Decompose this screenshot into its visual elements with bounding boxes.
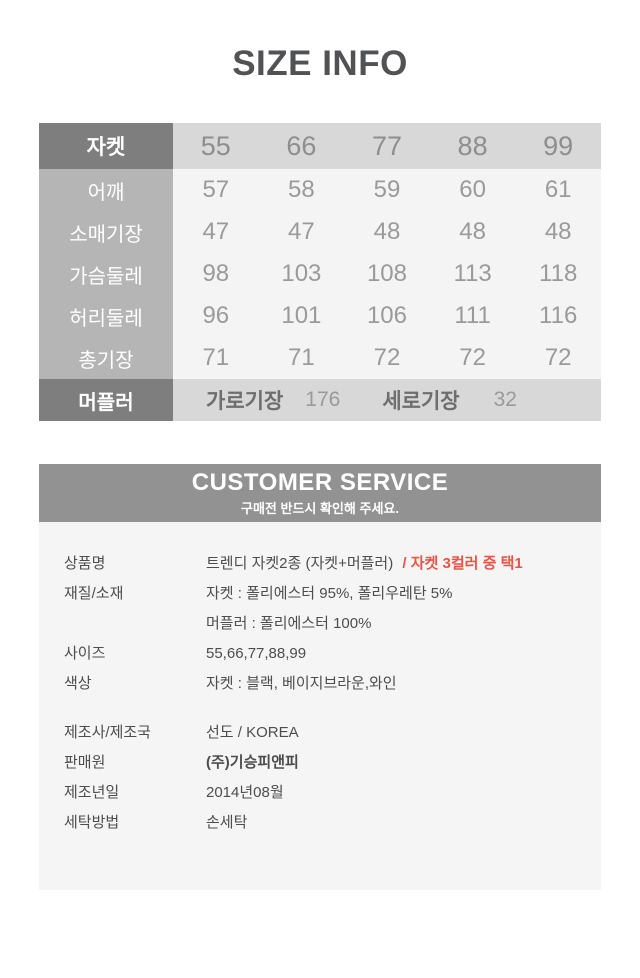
cell: 106 bbox=[366, 302, 407, 329]
cell: 103 bbox=[281, 260, 322, 287]
size-table-header-columns: 55 66 77 88 99 bbox=[173, 123, 601, 169]
row-values: 57 58 59 60 61 bbox=[173, 169, 601, 211]
field-label: 제조년일 bbox=[64, 784, 120, 801]
cell: 47 bbox=[288, 218, 315, 245]
cell: 116 bbox=[539, 302, 578, 329]
material-line-jacket: 자켓 : 폴리에스터 95%, 폴리우레탄 5% bbox=[206, 585, 453, 602]
row-values: 96 101 106 111 116 bbox=[173, 295, 601, 337]
field-washing: 세탁방법 손세탁 bbox=[64, 814, 581, 831]
field-value: 2014년08월 bbox=[206, 784, 284, 801]
muffler-width-name: 가로기장 bbox=[206, 390, 284, 413]
cell: 118 bbox=[539, 260, 578, 287]
size-column-66: 66 bbox=[286, 130, 317, 161]
cell: 61 bbox=[544, 176, 572, 203]
field-value: 트렌디 자켓2종 (자켓+머플러) / 자켓 3컬러 중 택1 bbox=[206, 555, 581, 572]
cell: 108 bbox=[366, 260, 407, 287]
row-label: 총기장 bbox=[39, 337, 173, 379]
field-value: 선도 / KOREA bbox=[206, 724, 299, 741]
customer-service-section: CUSTOMER SERVICE 구매전 반드시 확인해 주세요. 상품명 트렌… bbox=[39, 464, 601, 890]
cell: 47 bbox=[202, 218, 230, 245]
field-label: 색상 bbox=[64, 675, 92, 692]
table-row-chest: 가슴둘레 98 103 108 113 118 bbox=[39, 253, 601, 295]
cell: 58 bbox=[288, 176, 315, 203]
field-product-name: 상품명 트렌디 자켓2종 (자켓+머플러) / 자켓 3컬러 중 택1 bbox=[64, 555, 581, 572]
product-name-text: 트렌디 자켓2종 (자켓+머플러) bbox=[206, 555, 394, 572]
field-value: 55,66,77,88,99 bbox=[206, 645, 307, 662]
cell: 48 bbox=[544, 218, 572, 245]
muffler-values: 가로기장 176 세로기장 32 bbox=[173, 379, 601, 421]
row-values: 98 103 108 113 118 bbox=[173, 253, 601, 295]
field-manufacturer: 제조사/제조국 선도 / KOREA bbox=[64, 724, 581, 741]
cell: 98 bbox=[202, 260, 230, 287]
field-label: 사이즈 bbox=[64, 645, 106, 662]
cell: 111 bbox=[454, 302, 491, 329]
muffler-height-name: 세로기장 bbox=[382, 390, 460, 413]
cell: 59 bbox=[373, 176, 401, 203]
size-table-header-label: 자켓 bbox=[39, 123, 173, 169]
size-column-99: 99 bbox=[543, 130, 574, 161]
table-row-muffler: 머플러 가로기장 176 세로기장 32 bbox=[39, 379, 601, 421]
row-label: 허리둘레 bbox=[39, 295, 173, 337]
cell: 72 bbox=[459, 344, 486, 371]
row-values: 71 71 72 72 72 bbox=[173, 337, 601, 379]
size-table-header-row: 자켓 55 66 77 88 99 bbox=[39, 123, 601, 169]
cell: 72 bbox=[544, 344, 572, 371]
size-column-77: 77 bbox=[371, 130, 402, 161]
field-label: 재질/소재 bbox=[64, 585, 124, 602]
muffler-label: 머플러 bbox=[39, 379, 173, 421]
table-row-sleeve: 소매기장 47 47 48 48 48 bbox=[39, 211, 601, 253]
product-name-highlight: / 자켓 3컬러 중 택1 bbox=[402, 555, 523, 572]
cell: 71 bbox=[202, 344, 230, 371]
row-label: 어깨 bbox=[39, 169, 173, 211]
cell: 113 bbox=[453, 260, 492, 287]
customer-service-panel: 상품명 트렌디 자켓2종 (자켓+머플러) / 자켓 3컬러 중 택1 재질/소… bbox=[39, 522, 601, 890]
field-color: 색상 자켓 : 블랙, 베이지브라운,와인 bbox=[64, 675, 581, 692]
customer-service-title: CUSTOMER SERVICE bbox=[191, 468, 449, 496]
cell: 71 bbox=[288, 344, 315, 371]
field-size: 사이즈 55,66,77,88,99 bbox=[64, 645, 581, 662]
field-manufacture-date: 제조년일 2014년08월 bbox=[64, 784, 581, 801]
table-row-shoulder: 어깨 57 58 59 60 61 bbox=[39, 169, 601, 211]
field-material: 재질/소재 자켓 : 폴리에스터 95%, 폴리우레탄 5% 머플러 : 폴리에… bbox=[64, 585, 581, 632]
cell: 48 bbox=[459, 218, 486, 245]
size-column-55: 55 bbox=[200, 130, 231, 161]
material-line-muffler: 머플러 : 폴리에스터 100% bbox=[206, 615, 372, 632]
field-label: 상품명 bbox=[64, 555, 106, 572]
table-row-total-length: 총기장 71 71 72 72 72 bbox=[39, 337, 601, 379]
row-label: 소매기장 bbox=[39, 211, 173, 253]
field-value: 자켓 : 블랙, 베이지브라운,와인 bbox=[206, 675, 397, 692]
customer-service-banner: CUSTOMER SERVICE 구매전 반드시 확인해 주세요. bbox=[39, 464, 601, 522]
field-label: 판매원 bbox=[64, 754, 106, 771]
field-value: 손세탁 bbox=[206, 814, 248, 831]
cell: 48 bbox=[373, 218, 401, 245]
cell: 72 bbox=[373, 344, 401, 371]
size-table: 자켓 55 66 77 88 99 어깨 57 58 59 60 61 소매기장… bbox=[39, 123, 601, 421]
muffler-height-value: 32 bbox=[493, 388, 517, 411]
cell: 60 bbox=[459, 176, 486, 203]
page-title: SIZE INFO bbox=[232, 44, 408, 83]
field-label: 세탁방법 bbox=[64, 814, 120, 831]
field-seller: 판매원 (주)기승피앤피 bbox=[64, 754, 581, 771]
size-column-88: 88 bbox=[457, 130, 488, 161]
row-label: 가슴둘레 bbox=[39, 253, 173, 295]
page-content: SIZE INFO 자켓 55 66 77 88 99 어깨 57 58 59 … bbox=[39, 0, 601, 890]
customer-service-subtitle: 구매전 반드시 확인해 주세요. bbox=[241, 500, 399, 516]
field-label: 제조사/제조국 bbox=[64, 724, 151, 741]
table-row-waist: 허리둘레 96 101 106 111 116 bbox=[39, 295, 601, 337]
field-value: 자켓 : 폴리에스터 95%, 폴리우레탄 5% 머플러 : 폴리에스터 100… bbox=[206, 585, 581, 632]
field-value: (주)기승피앤피 bbox=[206, 754, 299, 771]
cell: 96 bbox=[202, 302, 230, 329]
cell: 101 bbox=[281, 302, 322, 329]
row-values: 47 47 48 48 48 bbox=[173, 211, 601, 253]
muffler-width-value: 176 bbox=[305, 388, 341, 411]
cell: 57 bbox=[202, 176, 230, 203]
